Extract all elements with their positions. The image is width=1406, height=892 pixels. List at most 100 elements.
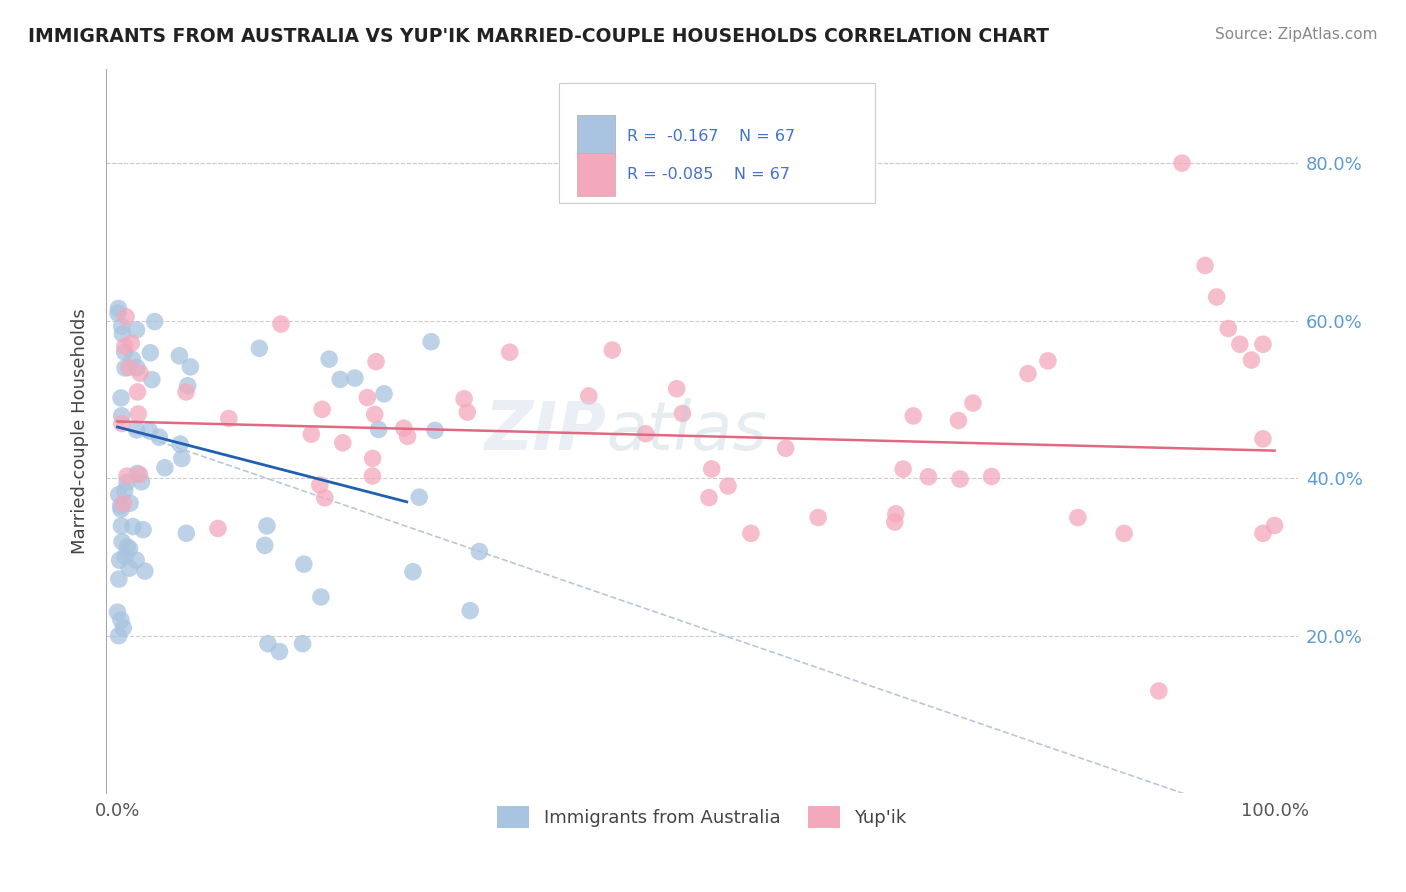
Point bbox=[356, 391, 378, 405]
Point bbox=[343, 371, 366, 385]
Point bbox=[420, 334, 443, 349]
Point bbox=[775, 442, 797, 456]
Point bbox=[170, 451, 193, 466]
Point bbox=[207, 521, 229, 535]
Point bbox=[118, 541, 141, 556]
Text: R =  -0.167    N = 67: R = -0.167 N = 67 bbox=[627, 128, 794, 144]
Point bbox=[218, 411, 240, 425]
Point bbox=[112, 496, 135, 510]
Point bbox=[1240, 353, 1263, 368]
Point bbox=[903, 409, 925, 423]
Point bbox=[107, 605, 129, 619]
Point bbox=[291, 637, 314, 651]
Point bbox=[111, 326, 134, 341]
Point bbox=[110, 518, 132, 533]
Point bbox=[314, 491, 336, 505]
Point bbox=[962, 396, 984, 410]
Point bbox=[110, 613, 132, 627]
Point bbox=[131, 475, 153, 489]
Point bbox=[111, 319, 134, 334]
Point bbox=[107, 306, 129, 320]
Point bbox=[1218, 321, 1240, 335]
Point bbox=[318, 352, 340, 367]
Point bbox=[122, 519, 145, 533]
Point bbox=[111, 417, 134, 431]
FancyBboxPatch shape bbox=[576, 153, 614, 195]
Point bbox=[980, 469, 1002, 483]
Point bbox=[458, 604, 481, 618]
Point bbox=[110, 502, 132, 516]
Point bbox=[114, 345, 136, 359]
Point bbox=[717, 479, 740, 493]
Point bbox=[127, 384, 149, 399]
Point bbox=[807, 510, 830, 524]
Text: atlas: atlas bbox=[606, 398, 768, 464]
Point bbox=[138, 424, 160, 438]
Point bbox=[1263, 518, 1285, 533]
Point bbox=[891, 462, 914, 476]
Point bbox=[111, 534, 134, 549]
Point bbox=[671, 407, 693, 421]
FancyBboxPatch shape bbox=[576, 115, 614, 158]
Point bbox=[115, 310, 138, 324]
Point bbox=[117, 540, 139, 554]
Text: R = -0.085    N = 67: R = -0.085 N = 67 bbox=[627, 167, 790, 182]
Point bbox=[1229, 337, 1251, 351]
Point bbox=[114, 483, 136, 498]
FancyBboxPatch shape bbox=[558, 83, 875, 202]
Point bbox=[110, 499, 132, 513]
Point bbox=[108, 572, 131, 586]
Point bbox=[253, 538, 276, 552]
Point bbox=[107, 629, 129, 643]
Point bbox=[179, 359, 201, 374]
Point bbox=[118, 360, 141, 375]
Point bbox=[309, 590, 332, 604]
Point bbox=[112, 621, 135, 635]
Point bbox=[1194, 259, 1216, 273]
Point bbox=[114, 339, 136, 353]
Point bbox=[108, 553, 131, 567]
Point bbox=[361, 469, 384, 483]
Point bbox=[396, 429, 419, 443]
Point bbox=[292, 557, 315, 571]
Point bbox=[129, 366, 152, 380]
Point bbox=[634, 426, 657, 441]
Point bbox=[111, 409, 134, 423]
Point bbox=[1205, 290, 1227, 304]
Point bbox=[125, 553, 148, 567]
Point bbox=[364, 354, 387, 368]
Point bbox=[120, 496, 142, 510]
Point bbox=[311, 402, 333, 417]
Point bbox=[169, 349, 191, 363]
Point bbox=[456, 405, 478, 419]
Point bbox=[115, 475, 138, 490]
Point bbox=[1171, 156, 1194, 170]
Point bbox=[125, 360, 148, 375]
Point bbox=[134, 564, 156, 578]
Point bbox=[697, 491, 720, 505]
Point bbox=[329, 372, 352, 386]
Point bbox=[169, 437, 191, 451]
Point bbox=[110, 391, 132, 405]
Point bbox=[115, 469, 138, 483]
Point bbox=[423, 423, 446, 437]
Point bbox=[700, 462, 723, 476]
Point bbox=[141, 373, 163, 387]
Point bbox=[118, 561, 141, 575]
Point bbox=[665, 382, 688, 396]
Point bbox=[392, 421, 415, 435]
Point bbox=[176, 378, 198, 392]
Point bbox=[883, 515, 905, 529]
Point bbox=[148, 430, 170, 444]
Point bbox=[256, 519, 278, 533]
Point bbox=[1147, 684, 1170, 698]
Point bbox=[917, 469, 939, 483]
Point bbox=[143, 314, 166, 328]
Point bbox=[127, 407, 149, 421]
Legend: Immigrants from Australia, Yup'ik: Immigrants from Australia, Yup'ik bbox=[489, 798, 914, 835]
Text: IMMIGRANTS FROM AUSTRALIA VS YUP'IK MARRIED-COUPLE HOUSEHOLDS CORRELATION CHART: IMMIGRANTS FROM AUSTRALIA VS YUP'IK MARR… bbox=[28, 27, 1049, 45]
Point bbox=[453, 392, 475, 406]
Point bbox=[120, 336, 142, 351]
Point bbox=[299, 427, 322, 442]
Point bbox=[884, 507, 907, 521]
